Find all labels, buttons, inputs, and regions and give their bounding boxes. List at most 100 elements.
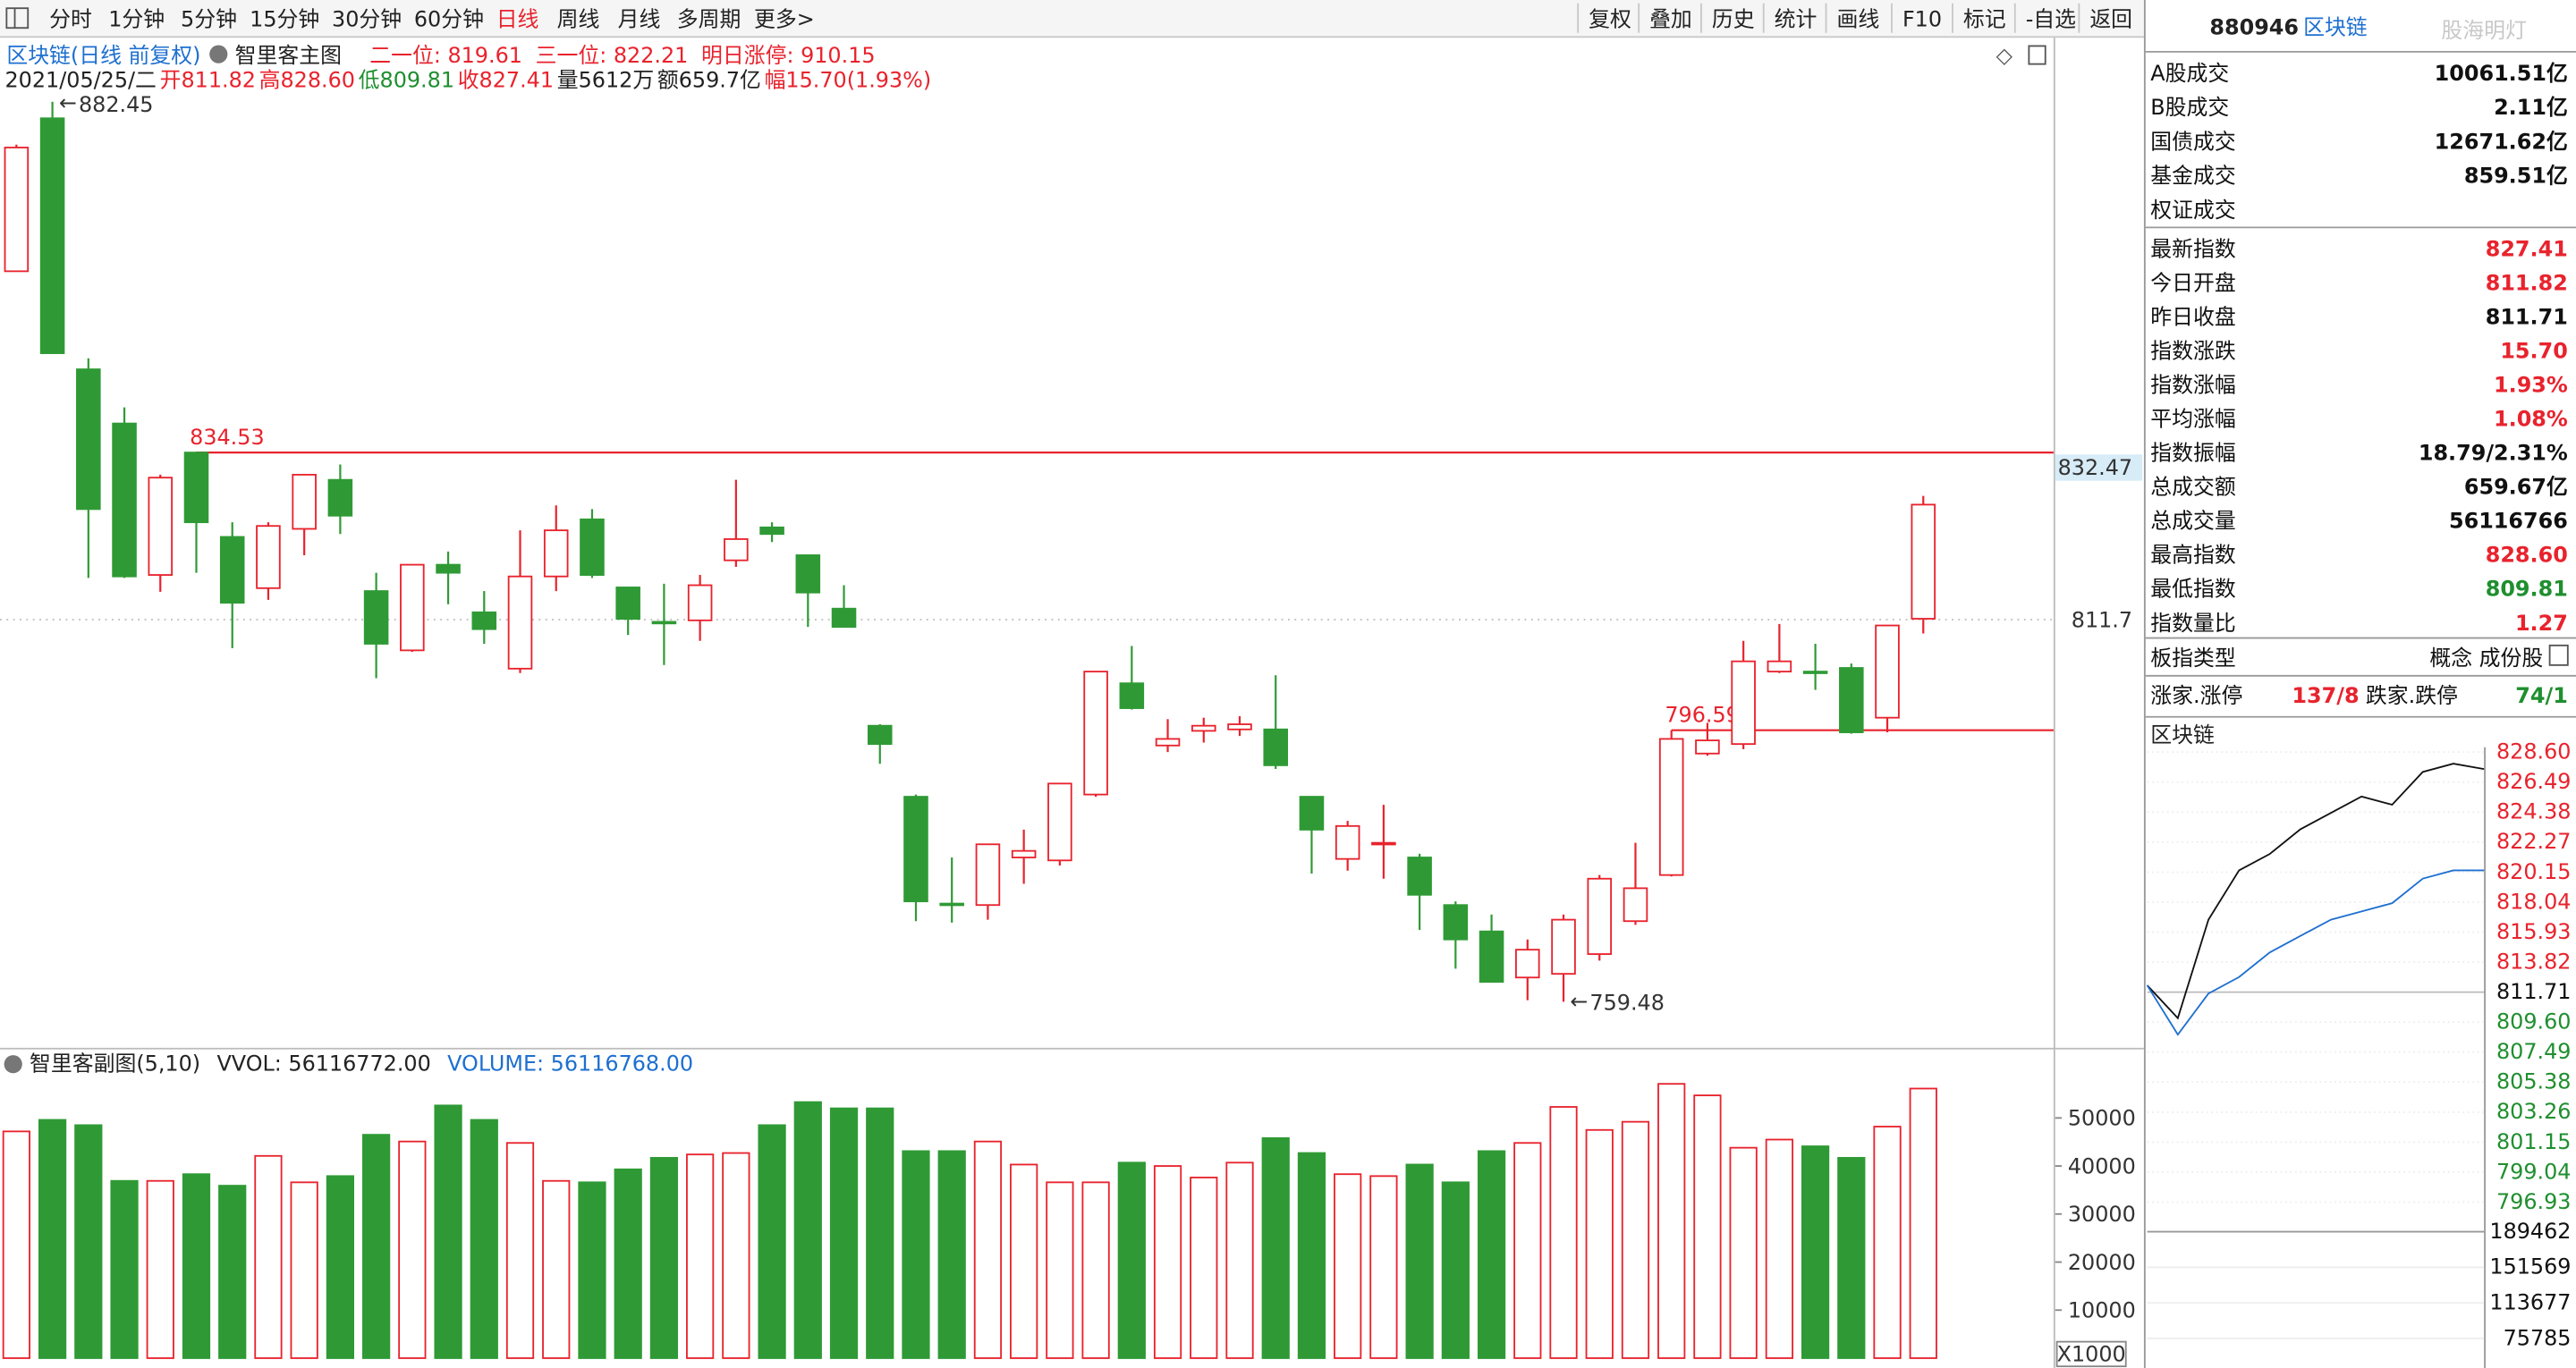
period-tab[interactable]: 1分钟 — [108, 6, 165, 31]
diamond-icon[interactable]: ◇ — [1996, 43, 2013, 68]
volume-bar — [1765, 1138, 1793, 1359]
toolbar-button[interactable]: 复权 — [1589, 6, 1631, 31]
y-tick-label: 809.60 — [2496, 1009, 2571, 1034]
y-tick-label: 10000 — [2068, 1298, 2136, 1323]
quote-value: 10061.51亿 — [2435, 61, 2568, 86]
volume-bar — [1334, 1173, 1362, 1359]
y-tick-label: 815.93 — [2496, 919, 2571, 944]
dropdown-icon[interactable] — [2548, 644, 2569, 666]
candle-body — [651, 621, 677, 625]
period-tab[interactable]: 60分钟 — [414, 6, 484, 31]
candle-body — [1119, 682, 1145, 709]
quote-value: 811.71 — [2486, 305, 2568, 330]
candle-body — [1299, 796, 1325, 831]
candle-body — [1839, 667, 1864, 733]
quote-label: 最低指数 — [2150, 577, 2236, 602]
y-axis-label: 832.47 — [2058, 455, 2132, 480]
candle-body — [975, 843, 1001, 907]
period-tab[interactable]: 5分钟 — [181, 6, 237, 31]
volume-header: 智里客副图(5,10) — [30, 1051, 200, 1077]
volume-bar — [542, 1179, 571, 1359]
quote-value: 56116766 — [2449, 509, 2568, 534]
candle-body — [400, 563, 425, 652]
panel-icon[interactable] — [2028, 45, 2046, 65]
extreme-arrow: ← — [1570, 989, 1588, 1014]
candle-body — [1335, 824, 1360, 860]
quote-value: 15.70 — [2500, 339, 2567, 364]
toolbar-button[interactable]: 返回 — [2089, 6, 2132, 31]
candle-body — [759, 526, 784, 536]
toolbar-button[interactable]: -自选 — [2026, 6, 2076, 31]
volume-bar — [1297, 1152, 1326, 1359]
volume-bar — [1046, 1181, 1074, 1359]
quote-value: 18.79/2.31% — [2419, 441, 2568, 466]
volume-bar — [470, 1119, 498, 1359]
volume-bar — [1621, 1120, 1650, 1359]
period-tab[interactable]: 更多> — [754, 6, 815, 31]
ohlc-info: 高828.60 — [259, 67, 355, 92]
y-tick-label: 820.15 — [2496, 859, 2571, 884]
candle-body — [1515, 949, 1540, 979]
y-tick-label: 828.60 — [2496, 739, 2571, 764]
candle-body — [219, 536, 245, 604]
volume-bar — [1873, 1126, 1902, 1359]
candle-body — [724, 538, 749, 562]
period-tab[interactable]: 周线 — [557, 6, 600, 31]
candle-body — [1227, 723, 1252, 730]
period-tab[interactable]: 30分钟 — [332, 6, 402, 31]
candle-body — [1875, 624, 1900, 719]
candle-body — [39, 117, 65, 354]
candle-body — [1911, 503, 1936, 620]
quote-label: 总成交量 — [2150, 509, 2235, 534]
quote-value: 12671.62亿 — [2435, 129, 2568, 154]
toolbar-button[interactable]: F10 — [1902, 6, 1942, 31]
candle-body — [1083, 671, 1108, 796]
quote-label: 指数涨跌 — [2150, 339, 2236, 364]
toolbar-button[interactable]: 标记 — [1963, 6, 2006, 31]
breadth-value: 74/1 — [2515, 683, 2568, 708]
period-tab[interactable]: 分时 — [49, 6, 92, 31]
quote-value: 659.67亿 — [2464, 475, 2568, 500]
quote-label: 基金成交 — [2150, 164, 2235, 189]
ohlc-info: 开811.82 — [160, 67, 256, 92]
volume-bar — [505, 1142, 535, 1359]
candle-body — [4, 147, 30, 273]
toolbar-button[interactable]: 画线 — [1836, 6, 1879, 31]
candle-body — [1011, 849, 1037, 858]
candle-body — [615, 587, 640, 621]
toolbar-icon[interactable] — [5, 7, 30, 30]
period-tab[interactable]: 多周期 — [677, 6, 741, 31]
volume-bar — [758, 1124, 786, 1359]
chart-title: 区块链(日线 前复权) — [6, 43, 200, 68]
candle-body — [436, 563, 461, 574]
quote-label: 国债成交 — [2150, 129, 2235, 154]
candle-body — [1407, 857, 1432, 896]
volume-bar — [1909, 1087, 1937, 1359]
sub-indicator-icon[interactable] — [4, 1055, 22, 1074]
intraday-title: 区块链 — [2150, 722, 2215, 747]
period-tab[interactable]: 日线 — [496, 6, 539, 31]
toolbar-button[interactable]: 统计 — [1775, 6, 1818, 31]
toolbar-button[interactable]: 历史 — [1712, 6, 1755, 31]
toolbar-button[interactable]: 叠加 — [1649, 6, 1692, 31]
volume-bar — [1190, 1177, 1218, 1359]
breadth-label: 涨家.涨停 — [2150, 683, 2242, 708]
quote-label: 今日开盘 — [2150, 271, 2235, 296]
indicator-icon[interactable] — [209, 45, 228, 63]
quote-label: A股成交 — [2150, 61, 2229, 86]
unit-label: X1000 — [2057, 1342, 2126, 1367]
candle-body — [543, 529, 569, 578]
quote-label: 指数振幅 — [2150, 441, 2235, 466]
ohlc-info: 收827.41 — [458, 67, 554, 92]
volume-bar — [182, 1173, 211, 1359]
intraday-line — [2146, 763, 2485, 1020]
volume-bar — [1261, 1136, 1290, 1359]
period-tab[interactable]: 月线 — [618, 6, 661, 31]
y-tick-label: 151569 — [2489, 1254, 2571, 1279]
volume-bar — [1693, 1094, 1722, 1359]
volume-bar — [290, 1181, 318, 1359]
period-tab[interactable]: 15分钟 — [250, 6, 319, 31]
level-info: 二一位: 819.61 — [369, 43, 522, 68]
toolbar — [0, 0, 2144, 37]
